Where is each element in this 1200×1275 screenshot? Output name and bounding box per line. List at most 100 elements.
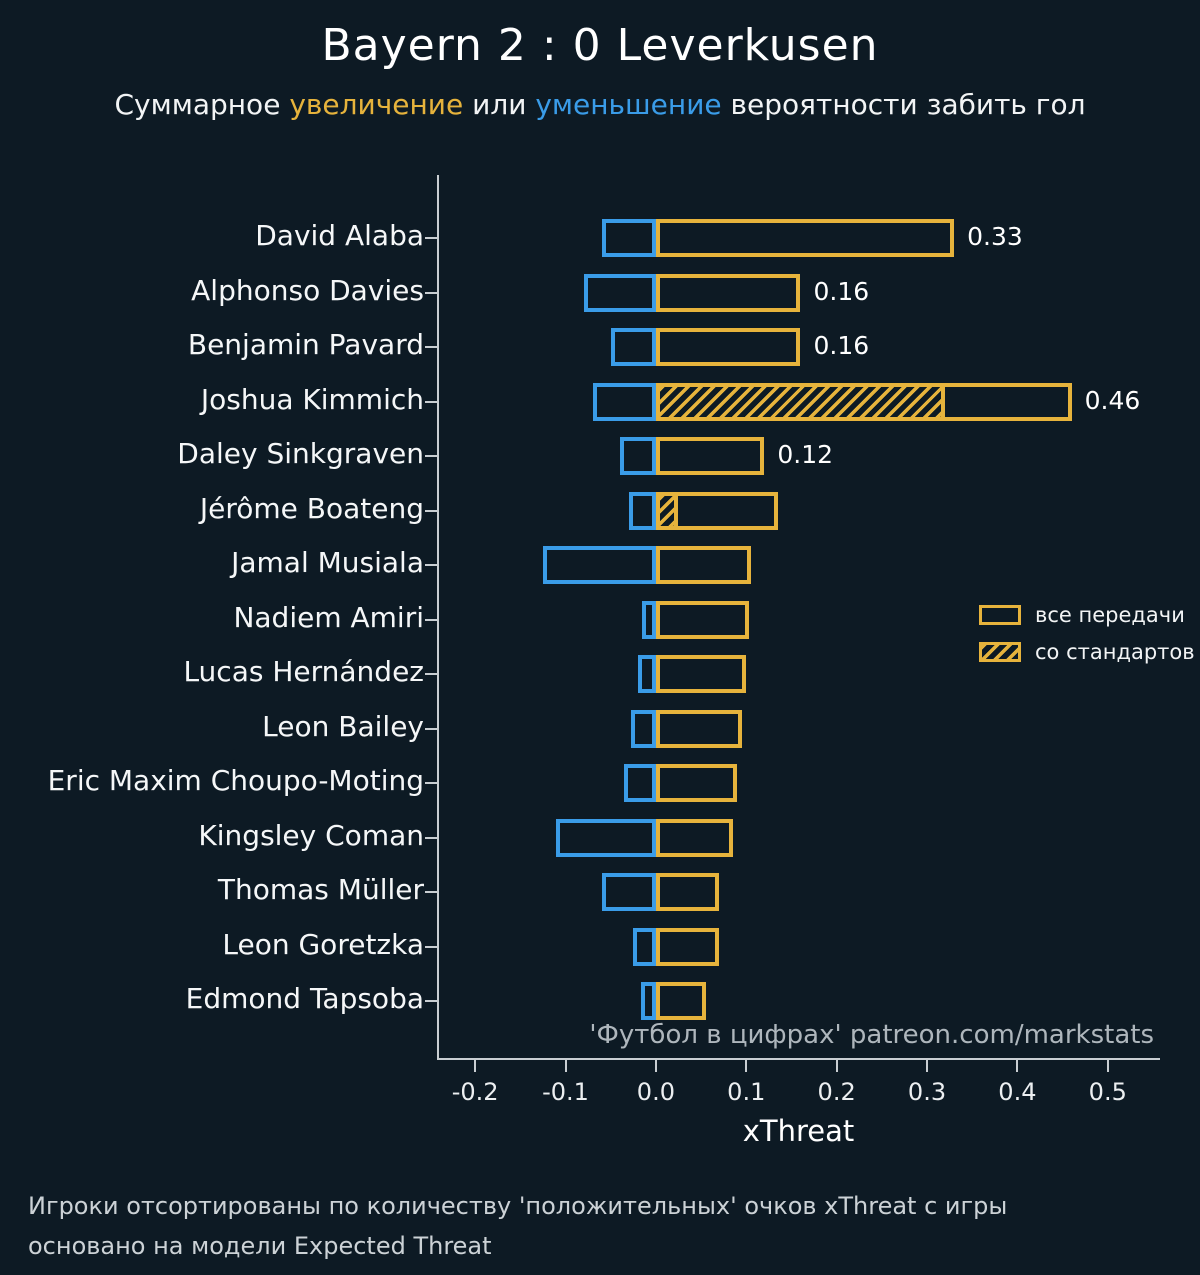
y-tick [425,509,437,512]
setpiece-bar [655,491,679,530]
x-tick [564,1060,567,1072]
subtitle-pre: Суммарное [114,88,290,121]
player-label: Edmond Tapsoba [185,982,424,1015]
player-label: Leon Goretzka [222,927,424,961]
y-tick [425,1000,437,1002]
x-tick [474,1060,477,1072]
player-label: Kingsley Coman [198,818,424,852]
value-label: 0.46 [1084,385,1141,415]
watermark: 'Футбол в цифрах' patreon.com/markstats [589,1020,1154,1050]
x-tick [926,1060,929,1072]
value-label: 0.16 [813,331,870,360]
page-title: Bayern 2 : 0 Leverkusen [321,20,879,71]
footer-note-1: Игроки отсортированы по количеству 'поло… [28,1192,1008,1220]
footer-note-2: основано на модели Expected Threat [28,1232,492,1260]
negative-bar [633,927,656,966]
x-tick-label: 0.0 [636,1078,675,1106]
legend-swatch-outline [979,605,1021,625]
x-tick-label: 0.1 [727,1078,766,1106]
plot-area: все передачи со стандартов 'Футбол в циф… [48,175,1195,1106]
negative-bar [610,328,656,366]
y-tick [425,564,437,566]
y-tick [425,945,437,948]
player-label: Thomas Müller [217,873,424,906]
player-label: David Alaba [255,219,424,252]
negative-bar [628,491,656,530]
positive-bar [655,273,801,312]
y-tick [425,727,437,730]
positive-bar [655,982,706,1020]
positive-bar [655,764,738,802]
x-tick-label: 0.2 [817,1078,856,1106]
legend-item-all-passes: все передачи [979,603,1195,627]
y-tick [425,455,437,457]
negative-bar [583,273,656,312]
y-tick [425,782,437,784]
x-tick [1016,1060,1019,1072]
negative-bar [624,764,656,802]
positive-bar [655,655,747,693]
subtitle-mid: или [463,88,536,121]
y-tick [425,673,437,675]
player-label: Jamal Musiala [231,546,424,579]
player-label: Jérôme Boateng [199,491,424,525]
positive-bar [655,818,733,857]
negative-bar [542,546,656,584]
negative-bar [619,437,656,475]
positive-bar [655,873,720,911]
page-subtitle: Суммарное увеличение или уменьшение веро… [0,88,1200,121]
x-tick [745,1060,748,1072]
positive-bar [655,437,765,475]
positive-bar [655,219,955,257]
subtitle-increase-word: увеличение [289,88,464,121]
negative-bar [637,655,656,693]
negative-bar [640,982,656,1020]
legend-swatch-hatch [979,642,1021,662]
setpiece-bar [655,382,946,421]
x-tick-label: -0.1 [542,1078,589,1106]
negative-bar [601,873,656,911]
y-tick [425,400,437,403]
player-label: Eric Maxim Choupo-Moting [47,764,424,797]
y-tick [425,836,437,839]
player-label: Daley Sinkgraven [177,437,424,470]
player-label: Alphonso Davies [191,273,424,307]
negative-bar [592,382,656,421]
positive-bar [655,546,751,584]
y-tick [425,618,437,621]
negative-bar [601,219,656,257]
player-label: Lucas Hernández [183,655,424,688]
legend-label-all-passes: все передачи [1035,603,1185,627]
positive-bar [655,927,720,966]
value-label: 0.12 [777,440,834,469]
player-label: Joshua Kimmich [200,382,424,416]
negative-bar [642,600,656,639]
positive-bar [655,709,742,748]
value-label: 0.33 [967,222,1023,251]
x-tick [654,1060,657,1072]
positive-bar [655,600,749,639]
legend-item-set-pieces: со стандартов [979,640,1195,664]
x-tick [835,1060,838,1072]
y-tick [425,891,437,893]
x-tick [1106,1060,1109,1072]
legend: все передачи со стандартов [979,603,1195,664]
player-label: Nadiem Amiri [233,600,424,634]
legend-label-set-pieces: со стандартов [1035,640,1195,664]
positive-bar [655,328,801,366]
y-tick [425,346,437,348]
player-label: Benjamin Pavard [187,328,424,361]
negative-bar [556,818,656,857]
y-tick [425,237,437,239]
x-tick-label: 0.4 [998,1078,1037,1106]
y-tick [425,291,437,294]
x-tick-label: 0.5 [1088,1078,1127,1106]
subtitle-decrease-word: уменьшение [535,88,722,121]
x-tick-label: -0.2 [451,1078,499,1106]
x-axis-label: xThreat [742,1114,855,1148]
player-label: Leon Bailey [262,709,424,743]
x-tick-label: 0.3 [907,1078,947,1106]
negative-bar [630,709,656,748]
subtitle-post: вероятности забить гол [721,88,1086,121]
